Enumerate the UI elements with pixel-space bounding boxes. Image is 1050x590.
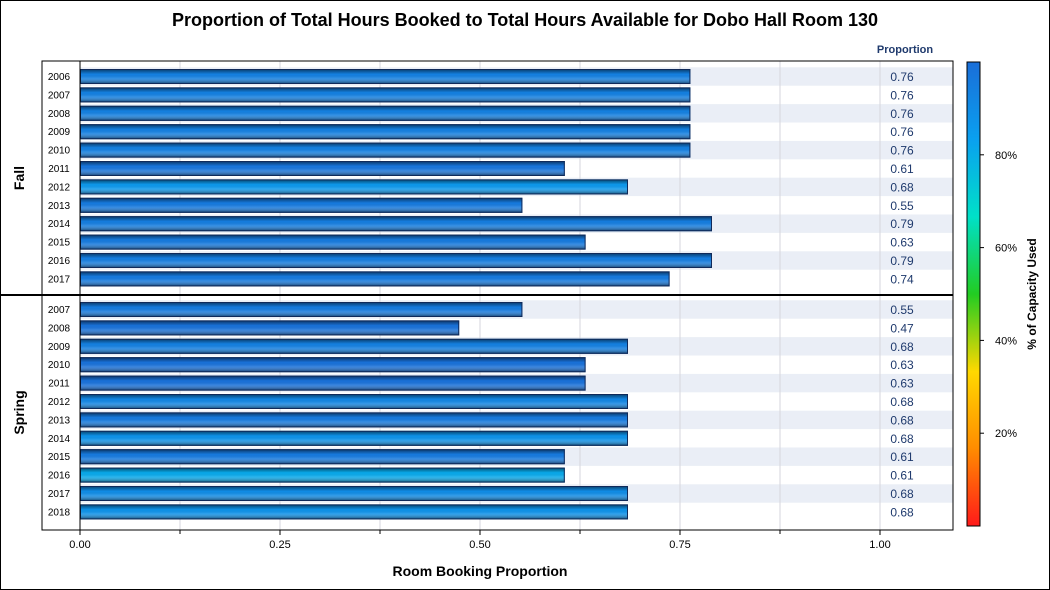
value-label: 0.61 — [890, 162, 914, 176]
value-label: 0.55 — [890, 199, 914, 213]
category-label: 2015 — [48, 452, 71, 463]
x-tick-label: 0.75 — [669, 539, 690, 551]
bar-shading — [80, 124, 691, 140]
category-label: 2017 — [48, 489, 71, 500]
value-label: 0.55 — [890, 303, 914, 317]
value-label: 0.76 — [890, 125, 914, 139]
bar-shading — [80, 338, 628, 354]
category-label: 2012 — [48, 397, 71, 408]
bar-shading — [80, 142, 691, 158]
category-label: 2009 — [48, 342, 71, 353]
category-label: 2017 — [48, 274, 71, 285]
panel-label-spring: Spring — [11, 390, 27, 434]
x-axis-label: Room Booking Proportion — [392, 563, 568, 579]
category-label: 2010 — [48, 146, 71, 157]
value-label: 0.61 — [890, 469, 914, 483]
bar-shading — [80, 234, 586, 250]
bar-shading — [80, 320, 460, 336]
value-label: 0.76 — [890, 88, 914, 102]
bar-shading — [80, 69, 691, 84]
bar-shading — [80, 161, 565, 176]
value-label: 0.68 — [890, 487, 914, 501]
bar-shading — [80, 357, 586, 373]
value-label: 0.68 — [890, 413, 914, 427]
category-label: 2013 — [48, 201, 71, 212]
value-label: 0.68 — [890, 395, 914, 409]
bar-shading — [80, 105, 691, 121]
bar-shading — [80, 394, 628, 409]
value-label: 0.68 — [890, 340, 914, 354]
bar-shading — [80, 253, 712, 268]
value-label: 0.76 — [890, 70, 914, 84]
bar-shading — [80, 430, 628, 446]
color-scale-tick-label: 20% — [995, 428, 1017, 440]
value-label: 0.79 — [890, 254, 914, 268]
bar-shading — [80, 216, 712, 232]
category-label: 2015 — [48, 238, 71, 249]
bar-shading — [80, 197, 523, 213]
category-label: 2008 — [48, 323, 71, 334]
bar-shading — [80, 486, 628, 501]
category-label: 2013 — [48, 415, 71, 426]
panel-label-fall: Fall — [11, 166, 27, 190]
x-tick-label: 0.25 — [269, 539, 290, 551]
category-label: 2010 — [48, 360, 71, 371]
category-label: 2011 — [48, 379, 70, 390]
category-label: 2014 — [48, 219, 71, 230]
x-tick-label: 1.00 — [869, 539, 890, 551]
category-label: 2016 — [48, 471, 71, 482]
bar-shading — [80, 179, 628, 195]
category-label: 2008 — [48, 109, 71, 120]
category-label: 2006 — [48, 72, 71, 83]
value-label: 0.76 — [890, 107, 914, 121]
color-scale-bar — [966, 61, 981, 527]
category-label: 2016 — [48, 256, 71, 267]
bar-shading — [80, 302, 523, 317]
category-label: 2007 — [48, 305, 71, 316]
category-label: 2018 — [48, 507, 71, 518]
category-label: 2014 — [48, 434, 71, 445]
value-label: 0.68 — [890, 180, 914, 194]
category-label: 2007 — [48, 90, 71, 101]
chart-title: Proportion of Total Hours Booked to Tota… — [171, 10, 879, 30]
color-scale-tick-label: 60% — [995, 243, 1017, 255]
value-label: 0.76 — [890, 144, 914, 158]
category-label: 2011 — [48, 164, 70, 175]
color-scale-tick-label: 80% — [995, 150, 1017, 162]
value-label: 0.61 — [890, 450, 914, 464]
x-tick-label: 0.50 — [469, 539, 490, 551]
color-scale-tick-label: 40% — [995, 335, 1017, 347]
value-label: 0.74 — [890, 272, 914, 286]
value-label: 0.79 — [890, 217, 914, 231]
bar-shading — [80, 449, 565, 465]
value-label: 0.63 — [890, 236, 914, 250]
value-label: 0.68 — [890, 432, 914, 446]
bar-shading — [80, 467, 565, 483]
bar-shading — [80, 375, 586, 391]
value-label: 0.47 — [890, 321, 914, 335]
proportion-column-header: Proportion — [876, 44, 934, 56]
bar-shading — [80, 87, 691, 103]
bar-shading — [80, 412, 628, 428]
x-tick-label: 0.00 — [69, 539, 90, 551]
value-label: 0.63 — [890, 377, 914, 391]
category-label: 2012 — [48, 182, 71, 193]
value-label: 0.68 — [890, 505, 914, 519]
category-label: 2009 — [48, 127, 71, 138]
bar-shading — [80, 504, 628, 520]
bar-shading — [80, 271, 670, 287]
value-label: 0.63 — [890, 358, 914, 372]
